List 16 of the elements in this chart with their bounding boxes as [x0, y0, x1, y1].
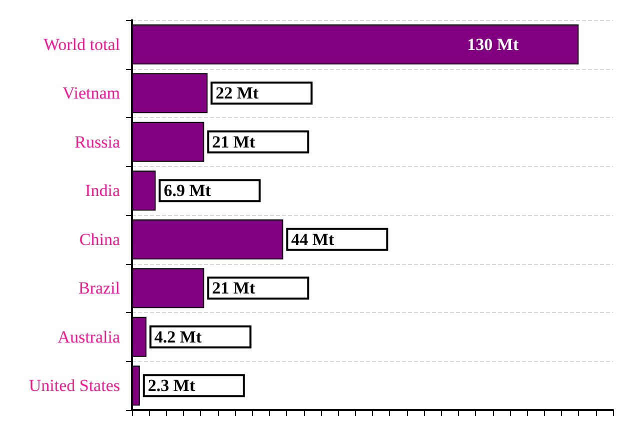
data-label: 44 Mt: [291, 230, 334, 249]
y-tick-label: United States: [28, 376, 120, 396]
y-tick-label: Australia: [58, 327, 120, 346]
data-label: 21 Mt: [212, 278, 256, 298]
data-label: 4.2 Mt: [154, 327, 202, 346]
y-tick-label: Vietnam: [62, 84, 120, 103]
y-tick-label: World total: [43, 34, 120, 54]
data-label: 6.9 Mt: [164, 181, 212, 200]
data-label: 21 Mt: [212, 132, 256, 152]
data-label: 22 Mt: [216, 84, 259, 103]
data-label: 130 Mt: [467, 34, 519, 54]
y-tick-label: India: [85, 181, 120, 200]
y-tick-label: China: [79, 230, 120, 249]
y-tick-label: Russia: [74, 132, 120, 152]
data-label: 2.3 Mt: [148, 376, 196, 396]
y-tick-label: Brazil: [78, 278, 120, 298]
